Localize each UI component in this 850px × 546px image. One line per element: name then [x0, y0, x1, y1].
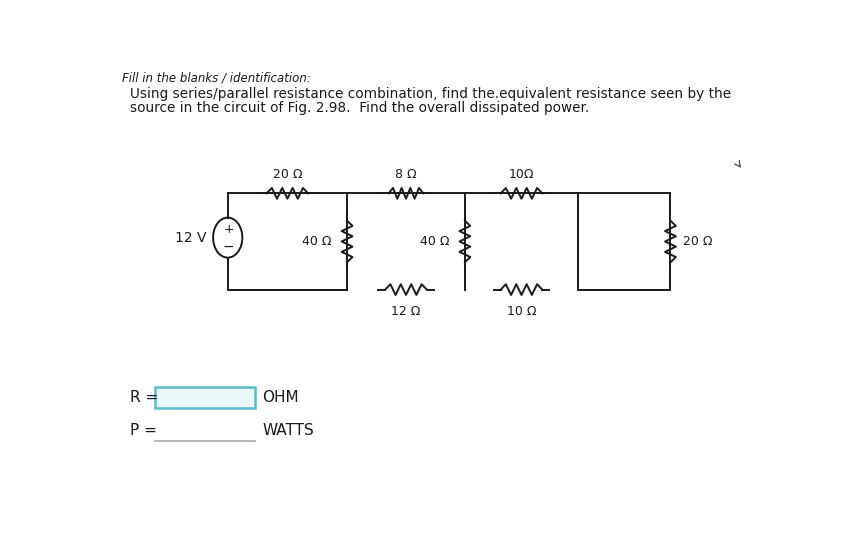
Text: 40 Ω: 40 Ω: [302, 235, 332, 248]
Text: 20 Ω: 20 Ω: [683, 235, 712, 248]
Text: source in the circuit of Fig. 2.98.  Find the overall dissipated power.: source in the circuit of Fig. 2.98. Find…: [130, 101, 589, 115]
Text: WATTS: WATTS: [263, 423, 314, 438]
Text: 10Ω: 10Ω: [509, 168, 535, 181]
Text: 12 V: 12 V: [174, 230, 207, 245]
Text: 10 Ω: 10 Ω: [507, 305, 536, 318]
Text: Fill in the blanks / identification:: Fill in the blanks / identification:: [122, 72, 311, 85]
Text: +: +: [224, 223, 234, 236]
Text: 40 Ω: 40 Ω: [420, 235, 450, 248]
Text: −: −: [223, 240, 235, 254]
Text: 20 Ω: 20 Ω: [273, 168, 302, 181]
Text: 12 Ω: 12 Ω: [391, 305, 421, 318]
FancyBboxPatch shape: [155, 387, 255, 408]
Text: 8 Ω: 8 Ω: [395, 168, 416, 181]
Text: Using series/parallel resistance combination, find the.equivalent resistance see: Using series/parallel resistance combina…: [130, 87, 731, 101]
Text: OHM: OHM: [263, 390, 299, 405]
Text: R =: R =: [130, 390, 158, 405]
Text: P =: P =: [130, 423, 156, 438]
